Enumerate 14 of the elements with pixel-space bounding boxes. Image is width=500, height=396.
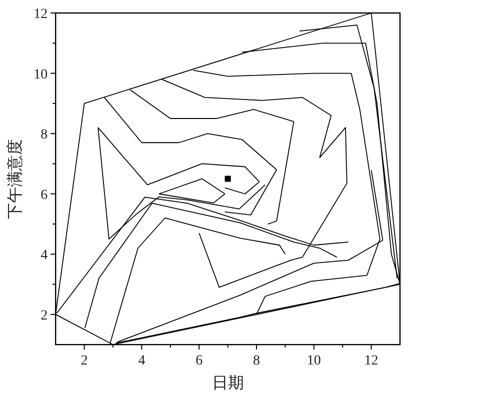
y-tick-label: 12 bbox=[34, 7, 48, 22]
x-tick-label: 12 bbox=[364, 354, 378, 369]
x-tick-label: 10 bbox=[306, 354, 321, 369]
x-tick-label: 8 bbox=[253, 354, 260, 369]
y-tick-label: 6 bbox=[40, 188, 48, 203]
y-tick-label: 10 bbox=[34, 67, 48, 82]
x-tick-label: 6 bbox=[196, 354, 203, 369]
y-tick-label: 4 bbox=[40, 248, 48, 264]
y-tick-label: 2 bbox=[40, 308, 48, 324]
x-tick-label: 4 bbox=[138, 354, 146, 369]
x-axis-title: 日期 bbox=[212, 374, 244, 392]
x-tick-label: 2 bbox=[80, 354, 88, 369]
y-tick-label: 8 bbox=[40, 128, 48, 143]
y-axis-title: 下午满意度 bbox=[6, 138, 24, 219]
